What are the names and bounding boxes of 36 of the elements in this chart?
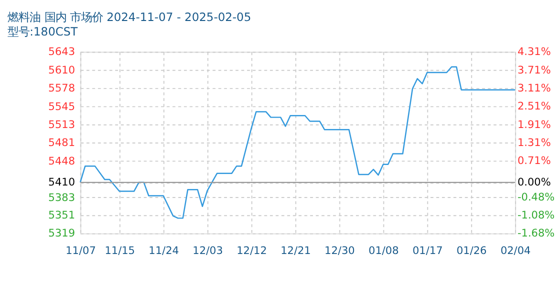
y2-tick-label: 1.31% (517, 137, 551, 150)
x-tick-label: 11/24 (148, 244, 180, 257)
y-tick-label: 5610 (48, 64, 76, 77)
y2-tick-label: 3.11% (517, 82, 551, 94)
x-tick-label: 02/04 (500, 244, 532, 257)
x-tick-label: 12/03 (192, 244, 223, 257)
y2-tick-label: -1.08% (517, 209, 555, 222)
y-tick-label: 5383 (48, 192, 76, 204)
x-tick-label: 01/26 (456, 244, 488, 257)
y-tick-label: 5319 (48, 228, 76, 240)
line-series (80, 66, 516, 219)
x-tick-label: 12/30 (324, 244, 355, 257)
y-tick-label: 5351 (48, 210, 76, 222)
y-tick-label: 5481 (48, 136, 76, 149)
x-tick-label: 12/21 (280, 244, 311, 257)
x-tick-label: 01/17 (412, 244, 443, 257)
y-tick-label: 5410 (48, 176, 76, 189)
y2-tick-label: 0.00% (517, 176, 551, 189)
x-tick-label: 01/08 (368, 244, 399, 257)
y-tick-label: 5643 (48, 46, 76, 58)
y-tick-label: 5513 (48, 118, 76, 131)
y2-tick-label: 4.31% (517, 46, 551, 58)
x-tick-label: 11/15 (104, 244, 135, 257)
x-tick-label: 12/12 (236, 244, 267, 257)
y2-tick-label: -1.68% (517, 228, 555, 240)
chart-title: 燃料油 国内 市场价 2024-11-07 - 2025-02-05 (8, 10, 252, 24)
y2-tick-label: 2.51% (517, 100, 551, 113)
y2-tick-label: 0.71% (517, 155, 551, 168)
y2-tick-label: 1.91% (517, 118, 551, 131)
y2-tick-label: -0.48% (517, 191, 555, 204)
chart-subtitle: 型号:180CST (8, 24, 79, 39)
y-tick-label: 5578 (48, 82, 76, 95)
x-tick-label: 11/07 (66, 244, 96, 257)
y-tick-label: 5545 (48, 101, 76, 114)
y2-tick-label: 3.71% (517, 64, 551, 76)
y-tick-label: 5448 (48, 155, 76, 168)
